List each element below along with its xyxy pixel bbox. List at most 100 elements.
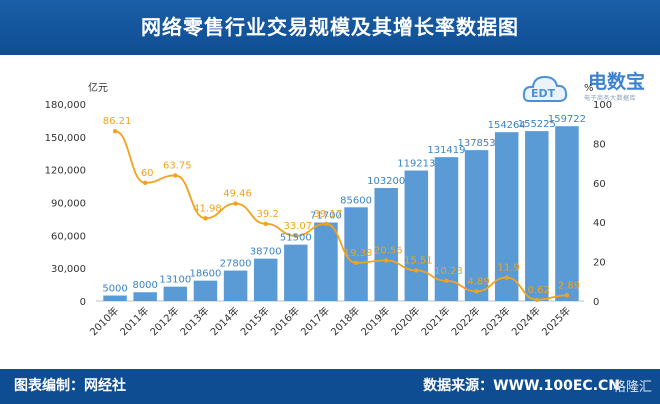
footer-source: 图表编制：网经社	[14, 378, 126, 394]
bar-value-label: 8000	[132, 280, 157, 291]
x-tick-label: 2014年	[207, 304, 241, 338]
line-point	[534, 297, 540, 302]
line-point	[383, 258, 389, 263]
bar-value-label: 103200	[367, 176, 405, 187]
x-tick-label: 2015年	[238, 304, 272, 338]
bar	[253, 258, 278, 301]
line-value-label: 15.51	[404, 255, 433, 266]
bar-value-label: 131419	[427, 145, 465, 156]
bar-value-label: 27800	[220, 259, 252, 270]
bar-value-label: 18600	[190, 269, 222, 280]
y-right-tick: 20	[593, 258, 606, 269]
line-value-label: 20.56	[374, 245, 403, 256]
watermark-text: 格隆汇	[612, 380, 652, 395]
bar-value-label: 159722	[548, 114, 586, 125]
line-point	[323, 221, 329, 227]
bar-value-label: 155225	[518, 119, 556, 130]
line-point	[233, 201, 238, 206]
x-tick-label: 2025年	[539, 304, 573, 338]
x-tick-label: 2011年	[117, 304, 151, 338]
line-point	[504, 275, 509, 280]
bar	[223, 270, 248, 301]
x-tick-label: 2017年	[298, 304, 332, 338]
bar	[133, 292, 157, 301]
line-point	[142, 180, 148, 185]
bar-value-label: 13100	[159, 275, 191, 286]
logo-brand: 电数宝	[588, 71, 646, 93]
y-left-tick: 30,000	[51, 264, 86, 275]
header-banner	[0, 0, 660, 55]
logo-mark: EDT	[531, 87, 556, 100]
line-point	[203, 216, 208, 221]
bar-value-label: 119213	[397, 159, 435, 170]
footer-bar: 图表编制：网经社 数据来源：WWW.100EC.CN	[0, 369, 660, 404]
x-tick-label: 2018年	[328, 304, 362, 338]
line-point	[112, 128, 118, 134]
y-left-tick: 120,000	[45, 166, 86, 177]
y-left-tick: 150,000	[45, 133, 86, 144]
y-left-tick: 90,000	[51, 199, 86, 210]
y-left-tick: 60,000	[51, 231, 86, 242]
line-value-label: 63.75	[163, 160, 192, 171]
combo-chart: 亿元 % 0 30,000 60,000 90,000 120,000 150,000 180,…	[45, 81, 612, 338]
bar	[494, 132, 519, 301]
bar	[103, 295, 127, 301]
bar	[284, 244, 308, 301]
x-tick-label: 2010年	[87, 304, 121, 338]
bar-value-label: 5000	[102, 284, 127, 295]
y-right-tick: 0	[593, 297, 599, 308]
y-right-tick: 100	[593, 100, 612, 111]
y-left-tick: 0	[80, 297, 86, 308]
x-tick-label: 2024年	[509, 304, 543, 338]
line-point	[564, 293, 570, 298]
line-point	[414, 268, 419, 273]
y-left-unit: 亿元	[88, 81, 108, 94]
bar	[434, 157, 459, 301]
x-tick-label: 2019年	[358, 304, 392, 338]
x-tick-label: 2013年	[177, 304, 211, 338]
y-left-tick: 180,000	[45, 100, 86, 111]
line-value-label: 2.89	[558, 280, 580, 291]
line-value-label: 39.17	[314, 209, 343, 220]
line-value-label: 86.21	[103, 116, 132, 127]
bar-value-label: 154264	[488, 120, 526, 131]
bar	[314, 222, 338, 301]
line-value-label: 0.62	[528, 285, 550, 296]
growth-rate-line	[114, 130, 567, 301]
bar-value-label: 38700	[250, 247, 282, 258]
line-point	[474, 289, 479, 294]
bar	[374, 188, 398, 301]
bar	[193, 280, 218, 301]
line-value-label: 60	[141, 168, 154, 179]
line-value-label: 33.07	[283, 221, 312, 232]
line-value-label: 11.9	[498, 263, 520, 274]
line-point	[173, 173, 178, 178]
bar-value-label: 137853	[457, 138, 495, 149]
bar	[163, 286, 188, 301]
bar	[525, 131, 549, 301]
x-tick-label: 2023年	[479, 304, 513, 338]
bar	[555, 126, 579, 301]
footer-data-source: 数据来源：WWW.100EC.CN	[423, 378, 620, 394]
line-point	[263, 221, 268, 226]
bar-value-label: 71700	[310, 211, 342, 222]
line-value-label: 39.2	[257, 209, 279, 220]
y-right-tick: 60	[593, 179, 606, 190]
y-right-tick: 80	[593, 139, 606, 150]
x-tick-label: 2021年	[418, 304, 452, 338]
bar	[464, 150, 489, 301]
y-right-unit: %	[584, 83, 594, 94]
line-value-label: 41.98	[193, 203, 222, 214]
x-tick-label: 2016年	[268, 304, 302, 338]
x-tick-label: 2020年	[388, 304, 422, 338]
x-tick-label: 2022年	[448, 304, 482, 338]
line-value-label: 10.23	[434, 266, 463, 277]
bar-value-label: 85600	[340, 195, 372, 206]
x-tick-label: 2012年	[147, 304, 181, 338]
line-point	[444, 278, 449, 284]
line-value-label: 4.89	[467, 276, 489, 287]
line-point	[353, 260, 359, 266]
line-value-label: 19.38	[344, 248, 373, 259]
chart-title: 网络零售行业交易规模及其增长率数据图	[141, 15, 519, 39]
